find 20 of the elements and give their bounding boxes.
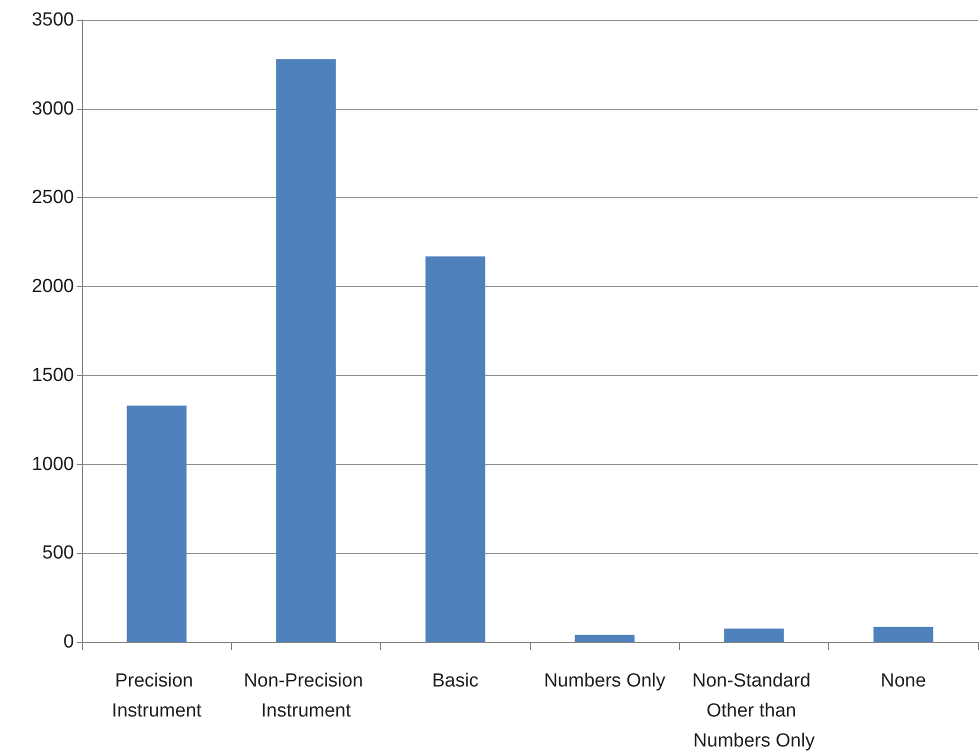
y-tick-label: 1000 — [32, 454, 74, 475]
x-tick-label: Basic — [432, 670, 479, 692]
bar — [425, 256, 486, 642]
y-tick-label: 3000 — [32, 98, 74, 120]
bar — [276, 59, 336, 642]
y-tick-label: 2500 — [32, 187, 74, 208]
x-tick-label: Numbers Only — [544, 670, 666, 692]
bar — [126, 406, 187, 642]
x-tick-label: Non-Precision Instrument — [244, 670, 368, 722]
x-tick-label: Precision Instrument — [112, 670, 202, 722]
x-tick-label: None — [880, 670, 926, 692]
y-tick-label: 2000 — [32, 276, 74, 298]
y-tick-label: 500 — [42, 542, 74, 564]
y-tick-label: 0 — [63, 632, 74, 652]
bar — [724, 628, 784, 642]
x-tick-label: Non-Standard Other than Numbers Only — [692, 670, 816, 752]
bar — [574, 634, 635, 642]
bar — [873, 626, 934, 642]
y-tick-label: 1500 — [32, 364, 74, 386]
y-tick-label: 3500 — [32, 10, 74, 30]
